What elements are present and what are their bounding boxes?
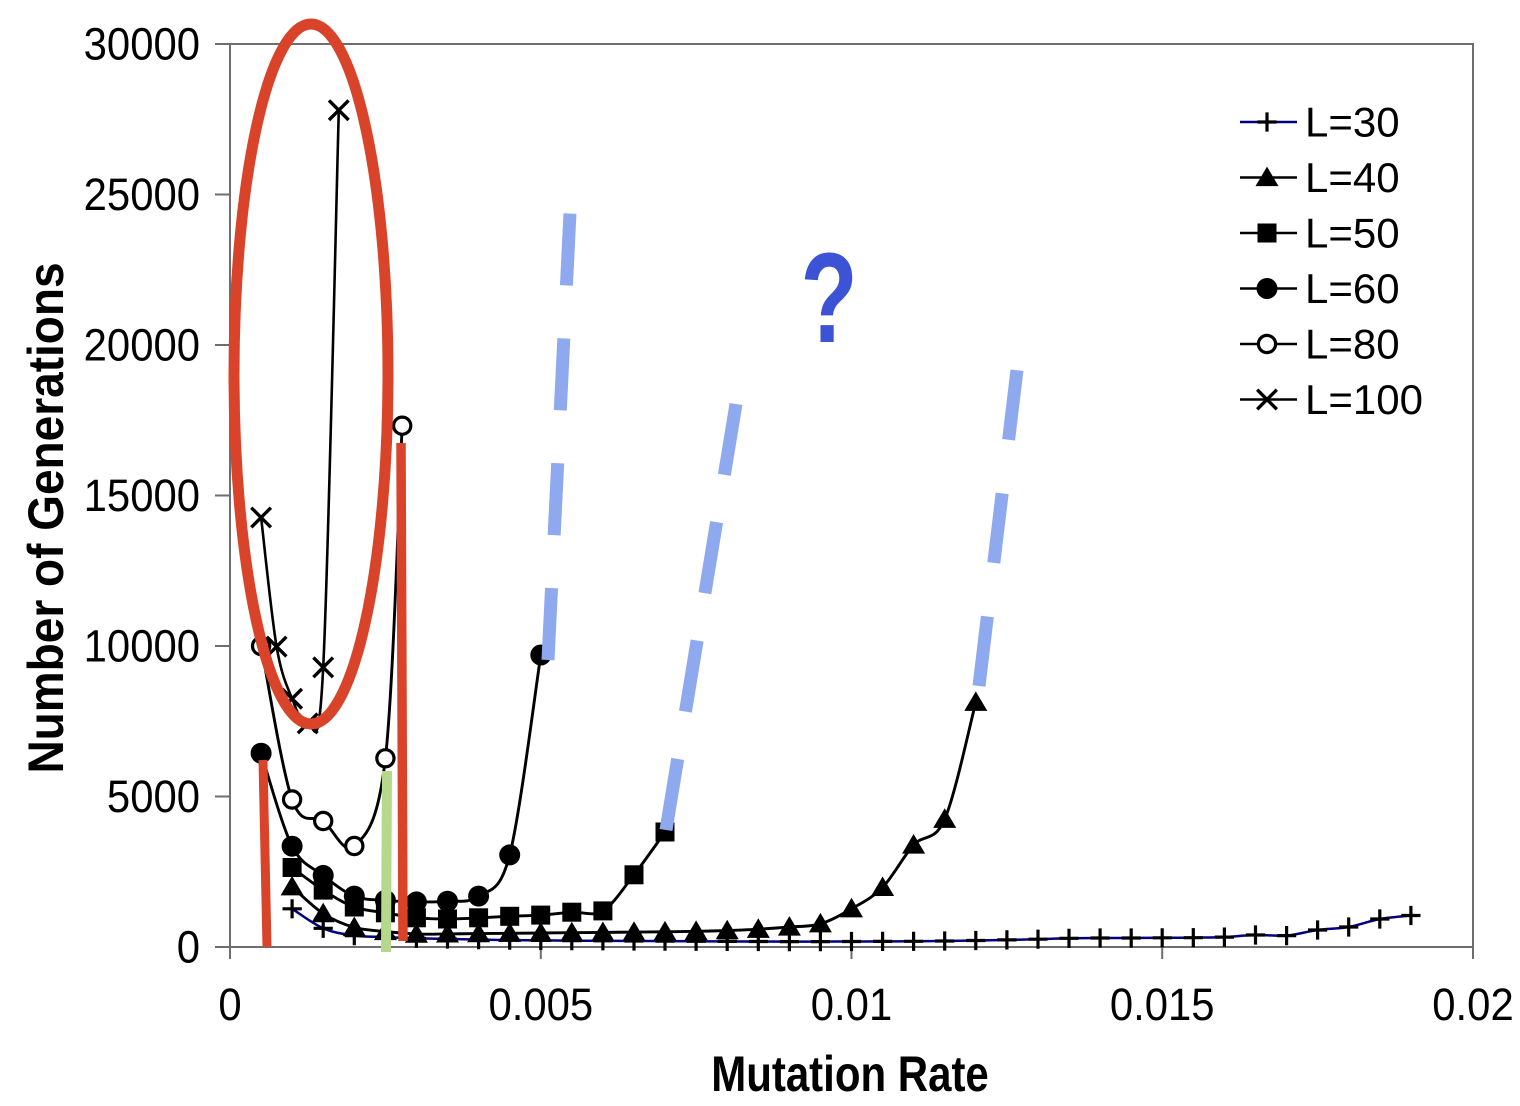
svg-text:L=30: L=30 (1305, 99, 1400, 146)
svg-text:10000: 10000 (84, 622, 200, 672)
svg-text:0: 0 (177, 923, 200, 973)
svg-text:0.005: 0.005 (488, 981, 593, 1031)
svg-text:?: ? (800, 227, 857, 370)
svg-text:L=100: L=100 (1305, 376, 1423, 423)
svg-text:Mutation Rate: Mutation Rate (711, 1046, 989, 1101)
svg-text:Number of Generations: Number of Generations (19, 262, 74, 773)
svg-text:L=80: L=80 (1305, 321, 1400, 368)
svg-text:L=50: L=50 (1305, 210, 1400, 257)
svg-text:25000: 25000 (84, 171, 200, 221)
svg-text:15000: 15000 (84, 472, 200, 522)
svg-text:0.02: 0.02 (1432, 981, 1513, 1031)
svg-text:0.01: 0.01 (811, 981, 892, 1031)
svg-text:5000: 5000 (107, 773, 200, 823)
svg-text:0.015: 0.015 (1110, 981, 1215, 1031)
svg-text:20000: 20000 (84, 321, 200, 371)
svg-text:L=40: L=40 (1305, 154, 1400, 201)
svg-text:30000: 30000 (84, 20, 200, 70)
svg-text:0: 0 (218, 981, 241, 1031)
svg-text:L=60: L=60 (1305, 265, 1400, 312)
